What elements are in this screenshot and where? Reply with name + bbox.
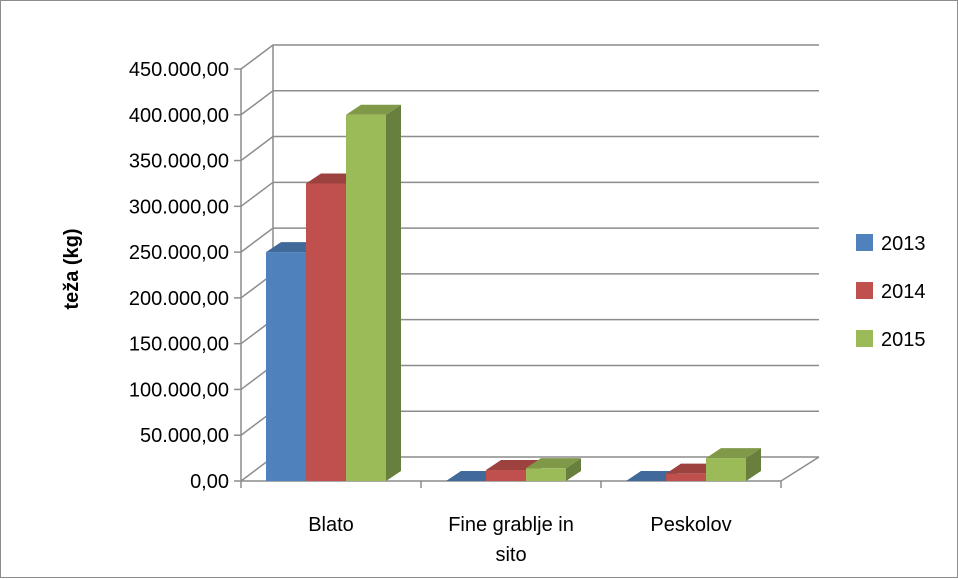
y-tick-label: 200.000,00 bbox=[129, 288, 229, 310]
y-tick-label: 400.000,00 bbox=[129, 105, 229, 127]
bar-2015 bbox=[346, 114, 386, 482]
y-axis-label: teža (kg) bbox=[61, 228, 83, 309]
x-category-label: Peskolov bbox=[650, 514, 731, 536]
gridline bbox=[240, 44, 819, 70]
bar-2015 bbox=[526, 468, 566, 481]
y-tick-label: 300.000,00 bbox=[129, 196, 229, 218]
bar-2014 bbox=[486, 470, 526, 481]
x-category-label: Fine grablje in bbox=[448, 514, 574, 536]
y-tick-label: 250.000,00 bbox=[129, 242, 229, 264]
bar-2013 bbox=[266, 252, 306, 481]
bars bbox=[266, 104, 761, 482]
y-tick-label: 100.000,00 bbox=[129, 379, 229, 401]
bar-2014 bbox=[666, 473, 706, 481]
bar-side-2015 bbox=[386, 104, 401, 482]
bar-top-2015 bbox=[526, 458, 581, 469]
legend-swatch-2014 bbox=[856, 282, 873, 299]
y-tick-label: 150.000,00 bbox=[129, 334, 229, 356]
legend-label: 2013 bbox=[881, 233, 926, 255]
labels: 0,00 50.000,00 100.000,00 150.000,00 200.000… bbox=[129, 59, 732, 566]
y-tick-label: 350.000,00 bbox=[129, 151, 229, 173]
x-category-label: Blato bbox=[308, 514, 354, 536]
legend-swatch-2013 bbox=[856, 234, 873, 251]
x-category-label: sito bbox=[495, 544, 526, 566]
floor-edge bbox=[780, 456, 820, 482]
y-tick-label: 50.000,00 bbox=[140, 425, 229, 447]
y-tick-label: 450.000,00 bbox=[129, 59, 229, 81]
gridline bbox=[240, 90, 819, 116]
legend-label: 2015 bbox=[881, 329, 926, 351]
y-tick-label: 0,00 bbox=[190, 471, 229, 493]
legend-label: 2014 bbox=[881, 281, 926, 303]
bar-2014 bbox=[306, 183, 346, 481]
bar-top-2015 bbox=[706, 448, 761, 459]
legend: 2013 2014 2015 bbox=[856, 233, 926, 351]
gridline bbox=[240, 135, 819, 162]
bar-top-2015 bbox=[346, 104, 401, 115]
bar-side-2015 bbox=[746, 448, 761, 481]
bar-side-2015 bbox=[566, 458, 581, 481]
bar-2015 bbox=[706, 458, 746, 481]
legend-swatch-2015 bbox=[856, 330, 873, 347]
